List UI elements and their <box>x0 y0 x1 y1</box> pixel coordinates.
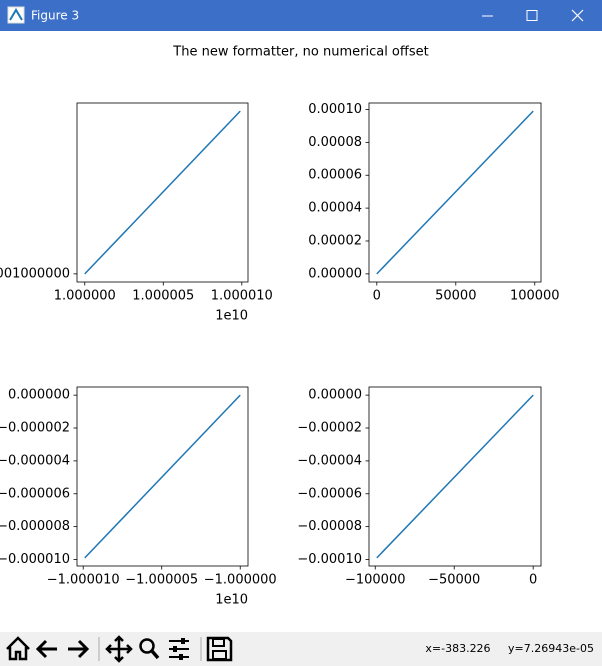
y-tick-label: −0.00004 <box>297 453 362 468</box>
y-tick-label: 0.00000 <box>308 266 362 281</box>
axes: 0 50000 100000 0.00000 0.00002 0.00004 0.00006… <box>308 102 559 304</box>
home-button[interactable] <box>6 636 30 661</box>
close-button[interactable] <box>571 9 584 22</box>
y-tick-label: −0.000006 <box>0 486 70 501</box>
data-line <box>376 110 534 275</box>
x-tick-label: −1.000005 <box>125 573 198 588</box>
x-tick-label: −50000 <box>428 573 480 588</box>
x-tick-label: 1.000010 <box>211 289 273 304</box>
x-tick-label: −1.000000 <box>204 573 277 588</box>
zoom-button[interactable] <box>139 638 160 660</box>
y-tick-label: −0.00006 <box>297 486 362 501</box>
data-line <box>84 110 241 275</box>
axes-frame <box>368 386 542 567</box>
axes-frame <box>368 102 542 283</box>
x-tick-label: −1.000010 <box>47 573 120 588</box>
x-tick-label: 1.000005 <box>132 289 194 304</box>
y-tick-label: 0.00002 <box>308 233 362 248</box>
back-button[interactable] <box>35 639 57 659</box>
y-tick-label: −0.00008 <box>297 519 362 534</box>
y-tick-label: −0.000004 <box>0 453 70 468</box>
x-tick-label: 50000 <box>435 289 476 304</box>
save-button[interactable] <box>206 636 233 662</box>
app-icon <box>7 6 25 24</box>
x-tick-label: −100000 <box>345 573 406 588</box>
y-tick-label: 0.00004 <box>308 201 362 216</box>
axes-frame <box>76 386 249 567</box>
maximize-button[interactable] <box>526 10 538 21</box>
toolbar <box>0 632 602 666</box>
y-tick-label: 0.00000 <box>308 388 362 403</box>
y-tick-label: −0.000010 <box>0 552 70 567</box>
axes: −1.000010 −1.000005 −1.000000 0.000000 −0.00… <box>0 386 277 608</box>
configure-button[interactable] <box>169 638 189 660</box>
y-tick-label: 0.00006 <box>308 168 362 183</box>
pan-button[interactable] <box>105 635 133 663</box>
figure-title: The new formatter, no numerical offset <box>172 45 428 60</box>
y-tick-label: 0.00010 <box>308 102 362 117</box>
x-offset-text: 1e10 <box>215 309 248 324</box>
window-title: Figure 3 <box>31 9 79 23</box>
title-bar <box>0 0 602 31</box>
y-tick-label: −0.000002 <box>0 421 70 436</box>
y-tick-label: −0.000008 <box>0 519 70 534</box>
x-offset-text: 1e10 <box>215 593 248 608</box>
data-line <box>376 394 534 559</box>
x-tick-label: 1.000000 <box>54 289 116 304</box>
x-tick-label: 100000 <box>510 289 560 304</box>
axes: 1.0000001.0000051.0000100.000010000000.0… <box>0 102 273 324</box>
x-tick-label: 0 <box>529 573 537 588</box>
axes: −100000 −50000 0 0.00000 −0.00002 −0.00004 −0.… <box>297 386 542 588</box>
y-tick-label: −0.00002 <box>297 421 362 436</box>
y-tick-label: −0.00010 <box>297 552 362 567</box>
y-tick-label: 0.000000 <box>8 388 70 403</box>
data-line <box>84 394 241 559</box>
x-tick-label: 0 <box>373 289 381 304</box>
axes-frame <box>76 102 249 283</box>
status-text: x=-383.226 y=7.26943e-05 <box>425 642 594 655</box>
y-tick-label: 0.00008 <box>308 135 362 150</box>
forward-button[interactable] <box>68 639 90 659</box>
